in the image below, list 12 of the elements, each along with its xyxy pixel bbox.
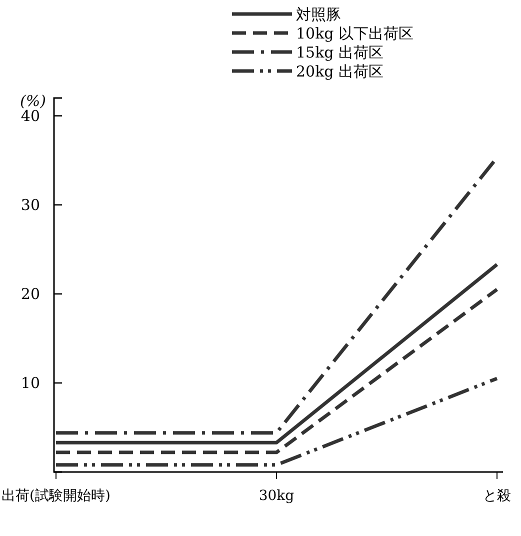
legend-label: 10kg 以下出荷区 [296, 24, 414, 42]
x-tick-label: 出荷(試験開始時) [2, 488, 110, 504]
y-tick-label: 10 [20, 374, 40, 392]
legend-label: 対照豚 [296, 5, 341, 24]
legend-label: 15kg 出荷区 [296, 43, 384, 62]
y-tick-label: 20 [20, 285, 40, 304]
y-tick-label: 40 [20, 107, 40, 126]
legend-label: 20kg 出荷区 [296, 62, 384, 80]
y-axis-title: (%) [20, 92, 46, 110]
y-tick-label: 30 [20, 196, 40, 214]
x-tick-label: 30kg [258, 488, 294, 504]
x-tick-label: と殺 [483, 488, 511, 504]
